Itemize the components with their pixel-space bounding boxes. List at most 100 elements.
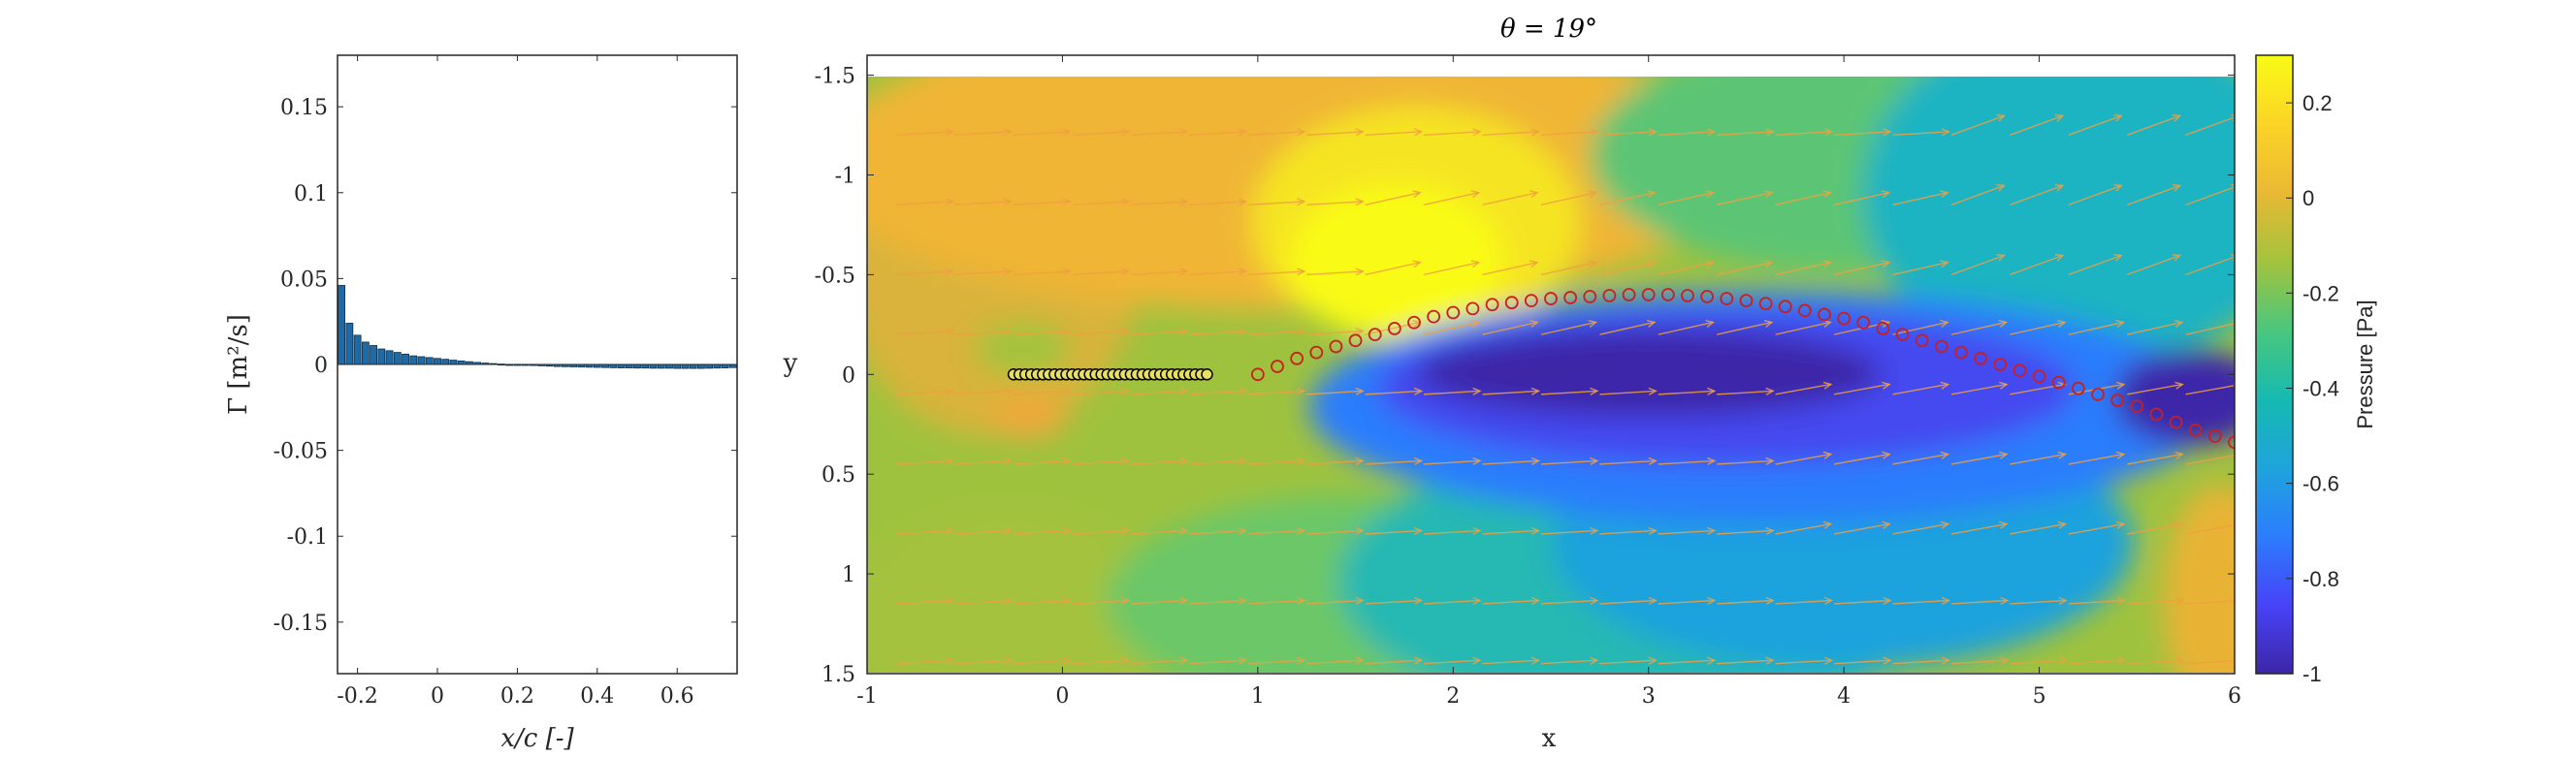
velocity-arrowhead	[1062, 596, 1072, 605]
velocity-arrowhead	[1763, 190, 1774, 199]
velocity-arrow	[1599, 321, 1656, 335]
velocity-arrow	[1072, 390, 1129, 395]
velocity-arrowhead	[1590, 128, 1599, 137]
y-tick-label: -0.1	[287, 525, 328, 550]
velocity-arrow	[2010, 453, 2066, 465]
velocity-arrow	[1365, 262, 1421, 276]
bar	[353, 334, 362, 365]
velocity-arrowhead	[1472, 457, 1482, 465]
velocity-arrowhead	[1530, 190, 1539, 199]
wake-vortex	[2169, 415, 2183, 429]
velocity-arrow	[1658, 66, 1715, 69]
velocity-arrow	[2185, 186, 2235, 206]
bar	[417, 356, 426, 365]
velocity-arrow	[2185, 256, 2235, 276]
bar	[434, 358, 441, 365]
left-xlabel: x/c [-]	[500, 724, 574, 753]
velocity-arrow	[1775, 131, 1832, 137]
velocity-arrow	[2127, 453, 2183, 465]
velocity-arrowhead	[1647, 260, 1657, 268]
velocity-arrowhead	[1996, 254, 2006, 262]
velocity-arrowhead	[1470, 260, 1481, 268]
velocity-arrow	[1365, 459, 1422, 465]
velocity-arrowhead	[2054, 254, 2065, 262]
colorbar-tick-label: -0.8	[2302, 567, 2339, 591]
wake-vortex	[1818, 307, 1831, 322]
velocity-arrowhead	[1412, 190, 1422, 199]
velocity-arrow	[2068, 522, 2124, 535]
wake-vortex	[1681, 289, 1694, 302]
wake-vortex	[1446, 305, 1461, 320]
velocity-arrow	[1658, 192, 1714, 206]
velocity-arrow	[1424, 131, 1481, 137]
velocity-arrowhead	[1705, 190, 1715, 199]
velocity-arrow	[1306, 390, 1364, 395]
velocity-arrow	[1950, 184, 2005, 206]
wake-vortex	[1602, 289, 1617, 302]
velocity-arrowhead	[1003, 596, 1014, 605]
velocity-arrow	[1775, 522, 1831, 535]
velocity-arrow	[2185, 455, 2235, 465]
velocity-arrow	[1540, 529, 1597, 535]
velocity-arrow	[1717, 599, 1774, 605]
velocity-arrowhead	[1648, 387, 1658, 395]
velocity-arrowhead	[2058, 596, 2068, 605]
wake-vortex	[1778, 300, 1792, 314]
velocity-arrow	[1130, 390, 1187, 395]
wake-vortices	[1250, 288, 2235, 450]
velocity-arrowhead	[1296, 596, 1306, 605]
velocity-quiver	[896, 49, 2235, 665]
velocity-arrow	[2010, 114, 2064, 136]
velocity-arrowhead	[1999, 381, 2009, 390]
velocity-arrowhead	[1884, 63, 1890, 70]
wake-vortex	[1622, 288, 1636, 301]
velocity-arrow	[954, 459, 1012, 465]
velocity-arrowhead	[1179, 198, 1189, 206]
velocity-arrowhead	[1942, 63, 1948, 70]
velocity-arrowhead	[1996, 49, 2004, 55]
bar	[713, 363, 722, 369]
velocity-arrow	[1540, 459, 1597, 465]
velocity-arrowhead	[1765, 656, 1775, 665]
y-tick-label: 1	[842, 563, 855, 587]
velocity-arrowhead	[1822, 451, 1833, 459]
velocity-arrow	[1892, 321, 1948, 335]
velocity-arrowhead	[1706, 656, 1717, 665]
velocity-arrowhead	[1941, 128, 1951, 137]
velocity-arrow	[1247, 270, 1304, 276]
velocity-arrow	[1833, 383, 1890, 395]
velocity-arrow	[1658, 131, 1715, 137]
bar	[377, 348, 386, 365]
velocity-arrowhead	[1063, 63, 1070, 70]
y-tick-label: -0.15	[274, 612, 328, 636]
y-tick-label: -1.5	[815, 65, 855, 89]
velocity-arrowhead	[1588, 260, 1598, 268]
velocity-arrow	[1717, 659, 1774, 665]
x-tick-label: 4	[1837, 684, 1851, 709]
velocity-arrowhead	[1706, 457, 1717, 465]
velocity-arrowhead	[1238, 328, 1247, 336]
velocity-arrowhead	[2175, 656, 2185, 665]
velocity-arrow	[1072, 131, 1129, 137]
velocity-arrow	[1365, 529, 1422, 535]
velocity-arrow	[1833, 262, 1889, 276]
y-tick-label: 0	[842, 363, 855, 388]
velocity-arrowhead	[1355, 198, 1365, 206]
velocity-arrowhead	[1473, 63, 1480, 70]
velocity-arrow	[1482, 599, 1539, 605]
velocity-arrowhead	[945, 128, 954, 137]
velocity-arrow	[1189, 330, 1246, 335]
velocity-arrowhead	[2000, 656, 2010, 665]
velocity-arrow	[1014, 529, 1071, 535]
wake-vortex	[2130, 399, 2144, 414]
velocity-arrow	[2127, 522, 2183, 535]
velocity-arrowhead	[945, 328, 954, 336]
velocity-arrow	[1599, 66, 1656, 69]
velocity-arrowhead	[1238, 526, 1247, 535]
velocity-arrowhead	[2116, 596, 2127, 605]
velocity-arrow	[2127, 659, 2184, 665]
velocity-arrow	[1248, 66, 1304, 69]
velocity-arrow	[1424, 390, 1481, 395]
right-xlabel: x	[1542, 724, 1557, 753]
velocity-arrow	[1365, 390, 1422, 395]
